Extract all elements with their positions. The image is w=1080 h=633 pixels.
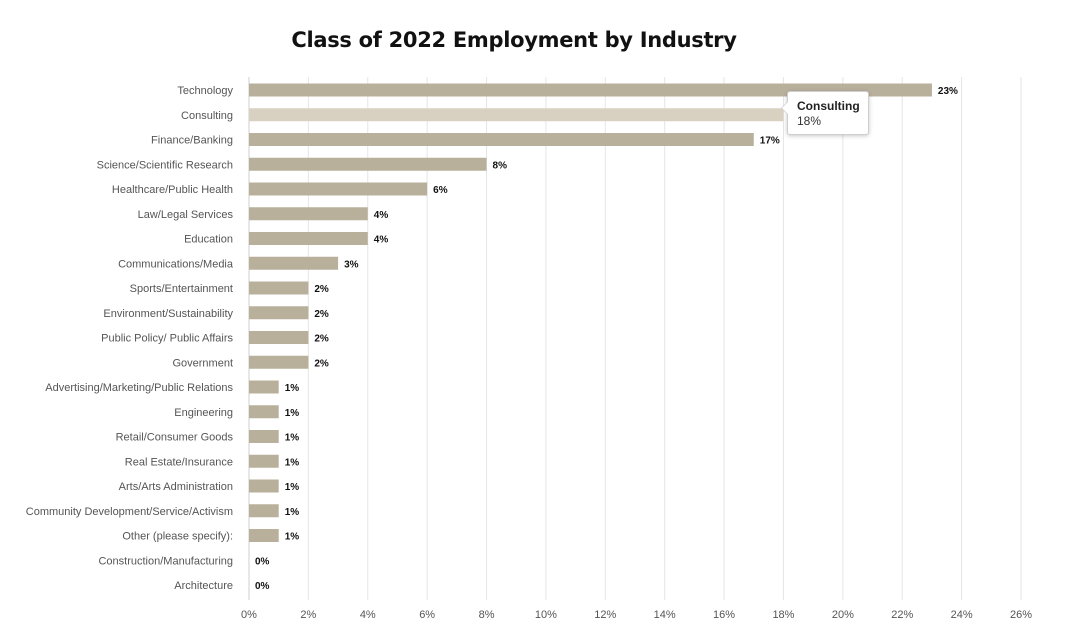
bar[interactable]: [249, 479, 279, 493]
value-label: 1%: [285, 507, 300, 518]
category-label: Environment/Sustainability: [103, 308, 233, 320]
bar[interactable]: [249, 108, 784, 122]
x-tick-label: 0%: [241, 609, 257, 621]
bar[interactable]: [249, 133, 754, 146]
category-label: Engineering: [174, 407, 233, 419]
x-tick-label: 20%: [832, 609, 854, 621]
bar[interactable]: [249, 306, 309, 320]
category-label: Architecture: [174, 580, 233, 592]
value-label: 2%: [314, 334, 329, 345]
bar[interactable]: [249, 355, 309, 369]
x-tick-label: 4%: [360, 609, 376, 621]
bar[interactable]: [249, 454, 279, 468]
value-label: 1%: [285, 383, 300, 394]
x-tick-label: 18%: [772, 609, 794, 621]
category-label: Other (please specify):: [122, 531, 233, 543]
category-label: Government: [172, 357, 233, 369]
bar[interactable]: [249, 430, 279, 443]
category-label: Sports/Entertainment: [130, 283, 233, 295]
bar[interactable]: [249, 83, 932, 97]
value-label: 3%: [344, 259, 359, 270]
value-label: 2%: [314, 309, 329, 320]
category-labels: Technology Consulting Finance/Banking Scien…: [26, 85, 234, 592]
value-label: 0%: [255, 581, 270, 592]
category-label: Community Development/Service/Activism: [26, 506, 233, 518]
x-tick-label: 22%: [891, 609, 913, 621]
x-tick-label: 10%: [535, 609, 557, 621]
category-label: Education: [184, 234, 233, 246]
tooltip: Consulting 18%: [781, 91, 869, 135]
gridlines: [248, 77, 1022, 600]
value-label: 4%: [374, 235, 389, 246]
value-label: 1%: [285, 482, 300, 493]
bar[interactable]: [249, 232, 368, 245]
value-label: 4%: [374, 210, 389, 221]
x-axis-ticks: 0% 2% 4% 6% 8% 10% 12% 14% 16% 18% 20% 22% 24% 26%: [241, 609, 1032, 621]
x-tick-label: 6%: [419, 609, 435, 621]
bar[interactable]: [249, 281, 309, 295]
value-label: 23%: [938, 86, 958, 97]
category-label: Law/Legal Services: [138, 209, 234, 221]
category-label: Consulting: [181, 110, 233, 122]
x-tick-label: 8%: [479, 609, 495, 621]
value-label: 2%: [314, 284, 329, 295]
value-label: 0%: [255, 556, 270, 567]
tooltip-value: 18%: [797, 114, 822, 128]
bar[interactable]: [249, 182, 428, 196]
value-labels: 23% 18% 17% 8% 6% 4% 4% 3% 2% 2% 2% 2% 1% 1% 1% 1% 1% 1% 1…: [255, 86, 958, 592]
x-tick-label: 24%: [951, 609, 973, 621]
value-label: 1%: [285, 433, 300, 444]
bar[interactable]: [249, 529, 279, 542]
x-tick-label: 16%: [713, 609, 735, 621]
category-label: Public Policy/ Public Affairs: [101, 333, 233, 345]
value-label: 1%: [285, 457, 300, 468]
x-tick-label: 12%: [594, 609, 616, 621]
bar[interactable]: [249, 331, 309, 344]
category-label: Communications/Media: [118, 258, 234, 270]
value-label: 1%: [285, 532, 300, 543]
tooltip-title: Consulting: [797, 99, 860, 113]
value-label: 1%: [285, 408, 300, 419]
bar[interactable]: [249, 504, 279, 518]
value-label: 2%: [314, 358, 329, 369]
x-tick-label: 14%: [654, 609, 676, 621]
category-label: Science/Scientific Research: [97, 159, 233, 171]
category-label: Advertising/Marketing/Public Relations: [45, 382, 233, 394]
bar[interactable]: [249, 405, 279, 419]
bar[interactable]: [249, 256, 339, 270]
bar[interactable]: [249, 157, 487, 171]
bars: [249, 83, 932, 542]
category-label: Retail/Consumer Goods: [116, 432, 234, 444]
tooltip-arrow: [781, 101, 788, 115]
category-label: Construction/Manufacturing: [98, 555, 233, 567]
value-label: 17%: [760, 136, 780, 147]
category-label: Healthcare/Public Health: [112, 184, 233, 196]
category-label: Finance/Banking: [151, 135, 233, 147]
category-label: Arts/Arts Administration: [119, 481, 233, 493]
bar[interactable]: [249, 207, 368, 221]
value-label: 6%: [433, 185, 448, 196]
x-tick-label: 2%: [300, 609, 316, 621]
category-label: Technology: [177, 85, 233, 97]
bar[interactable]: [249, 380, 279, 394]
chart-title: Class of 2022 Employment by Industry: [291, 28, 737, 52]
x-tick-label: 26%: [1010, 609, 1032, 621]
category-label: Real Estate/Insurance: [125, 456, 233, 468]
value-label: 8%: [493, 160, 508, 171]
